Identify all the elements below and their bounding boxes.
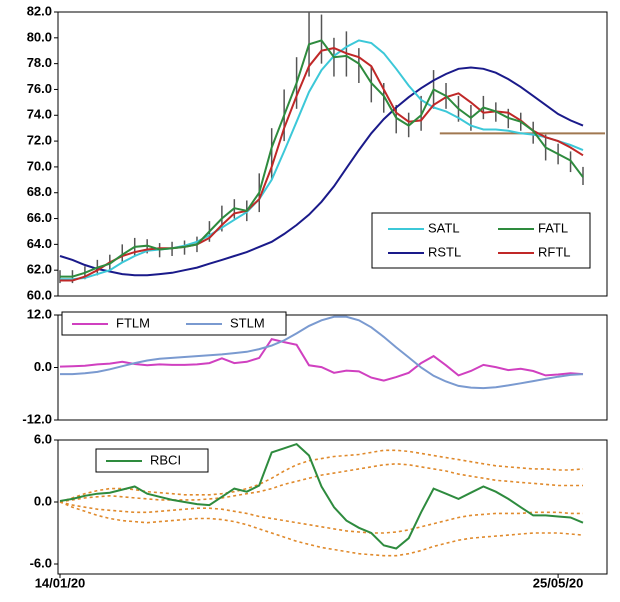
legend-label: FTLM: [116, 315, 150, 330]
legend-label: FATL: [538, 220, 568, 235]
y-tick-label: 64.0: [27, 236, 52, 251]
band-line: [59, 462, 583, 503]
y-tick-label: 62.0: [27, 262, 52, 277]
y-tick-label: 66.0: [27, 210, 52, 225]
plot-frame: [57, 439, 608, 575]
y-tick-label: 0.0: [34, 359, 52, 374]
x-tick-label: 25/05/20: [533, 575, 584, 590]
band-line: [59, 501, 583, 534]
legend-box: [95, 448, 209, 473]
legend-label: SATL: [428, 220, 460, 235]
y-tick-label: 76.0: [27, 81, 52, 96]
legend-box: [371, 212, 591, 269]
band-line: [59, 501, 584, 557]
series-line: [60, 39, 584, 278]
legend-label: RSTL: [428, 244, 461, 259]
y-tick-label: -6.0: [30, 555, 52, 570]
series-line: [59, 66, 584, 277]
y-tick-label: 72.0: [27, 133, 52, 148]
y-tick-label: 80.0: [27, 29, 52, 44]
y-tick-label: 68.0: [27, 184, 52, 199]
y-tick-label: 70.0: [27, 158, 52, 173]
series-line: [60, 39, 584, 281]
legend-label: RBCI: [150, 452, 181, 467]
y-tick-label: -12.0: [22, 411, 52, 426]
y-tick-label: 60.0: [27, 287, 52, 302]
x-tick-label: 14/01/20: [35, 575, 86, 590]
y-tick-label: 0.0: [34, 493, 52, 508]
y-tick-label: 12.0: [27, 306, 52, 321]
legend-label: RFTL: [538, 244, 571, 259]
band-line: [59, 449, 584, 503]
legend-label: STLM: [230, 315, 265, 330]
series-line: [59, 442, 584, 550]
y-tick-label: 6.0: [34, 431, 52, 446]
legend-box: [61, 311, 287, 336]
y-tick-label: 82.0: [27, 3, 52, 18]
y-tick-label: 78.0: [27, 55, 52, 70]
y-tick-label: 74.0: [27, 107, 52, 122]
plot-frame: [57, 11, 608, 297]
series-line: [60, 315, 584, 390]
series-line: [59, 337, 584, 382]
